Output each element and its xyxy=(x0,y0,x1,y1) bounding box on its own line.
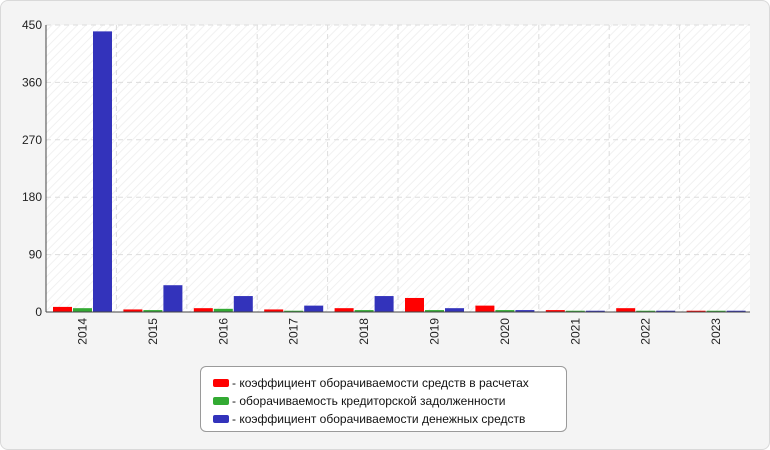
bar xyxy=(73,308,92,312)
bar xyxy=(354,310,374,312)
x-tick-label: 2023 xyxy=(709,318,723,345)
bar xyxy=(495,310,515,312)
bar xyxy=(374,296,394,312)
bar xyxy=(585,310,605,312)
bar xyxy=(143,310,163,312)
x-tick-label: 2021 xyxy=(568,318,582,345)
bar xyxy=(193,308,213,312)
y-tick-label: 450 xyxy=(22,18,42,32)
y-tick-label: 360 xyxy=(22,75,42,89)
legend-swatch xyxy=(213,415,229,423)
bar xyxy=(636,310,656,312)
bar xyxy=(706,310,726,312)
bar xyxy=(304,305,324,312)
bar xyxy=(515,310,535,312)
y-tick-label: 0 xyxy=(35,305,42,319)
legend-swatch xyxy=(213,397,229,405)
bar xyxy=(284,310,304,312)
x-tick-label: 2015 xyxy=(146,318,160,345)
bar xyxy=(163,285,183,312)
bar xyxy=(686,310,706,312)
x-tick-label: 2020 xyxy=(498,318,512,345)
legend-label: - коэффициент оборачиваемости средств в … xyxy=(232,376,529,390)
bar xyxy=(213,308,233,312)
bar xyxy=(405,297,424,312)
legend-item: - коэффициент оборачиваемости денежных с… xyxy=(213,410,566,428)
legend-swatch xyxy=(213,379,229,387)
y-tick-labels: 0 90 180 270 360 450 xyxy=(22,18,42,319)
y-tick-label: 180 xyxy=(22,190,42,204)
y-tick-label: 90 xyxy=(29,248,43,262)
grid-lines xyxy=(46,24,750,313)
legend-label: - коэффициент оборачиваемости денежных с… xyxy=(232,412,526,426)
x-tick-label: 2017 xyxy=(287,318,301,345)
bar xyxy=(264,309,284,312)
bar xyxy=(475,305,495,312)
bar xyxy=(123,309,143,312)
bar xyxy=(233,296,253,312)
bar xyxy=(334,308,354,312)
legend-item: - оборачиваемость кредиторской задолженн… xyxy=(213,392,566,410)
legend-item: - коэффициент оборачиваемости средств в … xyxy=(213,374,566,392)
x-tick-label: 2014 xyxy=(76,318,90,345)
x-tick-label: 2019 xyxy=(428,318,442,345)
bar xyxy=(425,310,444,312)
bar xyxy=(565,310,585,312)
bar xyxy=(93,31,112,312)
bar xyxy=(656,310,676,312)
bar xyxy=(616,308,636,312)
x-tick-label: 2022 xyxy=(639,318,653,345)
legend-label: - оборачиваемость кредиторской задолженн… xyxy=(232,394,506,408)
legend: - коэффициент оборачиваемости средств в … xyxy=(200,366,567,432)
bar xyxy=(53,306,72,312)
y-tick-label: 270 xyxy=(22,133,42,147)
x-tick-label: 2018 xyxy=(357,318,371,345)
bar xyxy=(726,310,746,312)
x-tick-label: 2016 xyxy=(216,318,230,345)
bar xyxy=(445,308,464,312)
bars xyxy=(53,31,746,312)
x-tick-labels: 2014 2015 2016 2017 2018 2019 2020 2021 2022 2023 xyxy=(76,318,724,345)
bar xyxy=(545,310,565,312)
